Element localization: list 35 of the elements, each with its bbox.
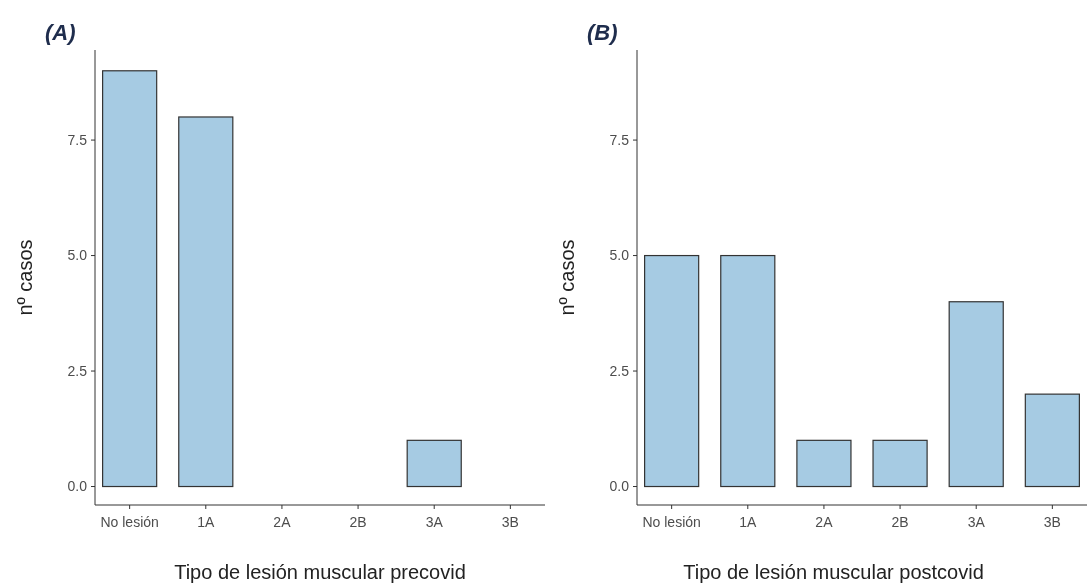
x-tick-label: 3A — [425, 514, 444, 530]
chart-title: (A) — [45, 20, 76, 45]
y-tick-label: 7.5 — [67, 131, 88, 148]
x-tick-label: 3A — [967, 514, 986, 530]
x-axis-title: Tipo de lesión muscular postcovid — [683, 561, 984, 583]
x-tick-label: 3B — [501, 514, 519, 530]
y-tick-label: 5.0 — [67, 247, 88, 264]
bar — [720, 254, 776, 488]
x-tick-label: No lesión — [642, 514, 701, 530]
x-tick-label: 2A — [273, 514, 292, 530]
x-axis-title: Tipo de lesión muscular precovid — [174, 561, 466, 583]
x-tick-label: 2B — [891, 514, 909, 530]
bar — [178, 116, 234, 488]
x-tick-label: 2A — [815, 514, 834, 530]
bar — [644, 254, 700, 488]
bar — [872, 439, 928, 488]
x-tick-label: 3B — [1043, 514, 1061, 530]
y-tick-label: 0.0 — [609, 478, 630, 495]
x-tick-label: 1A — [739, 514, 758, 530]
y-tick-label: 7.5 — [609, 131, 630, 148]
bar — [796, 439, 852, 488]
x-tick-label: No lesión — [100, 514, 159, 530]
chart-title: (B) — [587, 20, 618, 45]
bar — [102, 70, 158, 488]
bar — [948, 301, 1004, 488]
y-tick-label: 2.5 — [67, 362, 88, 379]
y-axis-title: nº casos — [14, 239, 36, 316]
y-axis-title: nº casos — [556, 239, 578, 316]
y-tick-label: 2.5 — [609, 362, 630, 379]
y-tick-label: 0.0 — [67, 478, 88, 495]
x-tick-label: 2B — [349, 514, 367, 530]
bar — [406, 439, 462, 488]
bar — [1024, 393, 1080, 488]
x-tick-label: 1A — [197, 514, 216, 530]
y-tick-label: 5.0 — [609, 247, 630, 264]
